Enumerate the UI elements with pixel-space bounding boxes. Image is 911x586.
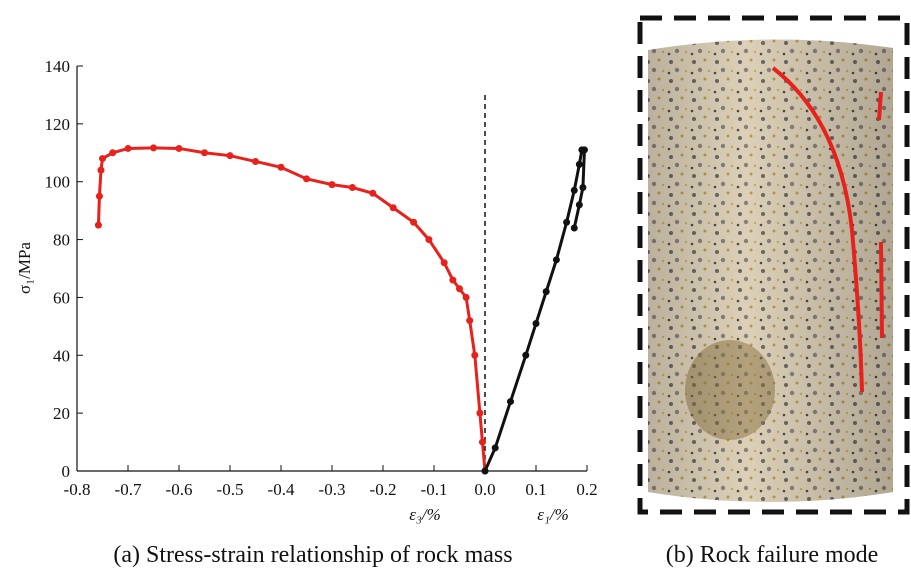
caption: (a) Stress-strain relationship of rock m… (113, 542, 512, 568)
x-tick-label: -0.4 (268, 480, 295, 499)
page: {"chart_data": {"type": "line", "ylabel"… (0, 0, 911, 586)
x-tick-label: 0.0 (474, 480, 495, 499)
data-point (571, 187, 578, 194)
caption: (b) Rock failure mode (666, 542, 879, 568)
data-point (99, 155, 106, 162)
data-point (252, 158, 259, 165)
data-point (581, 146, 588, 153)
data-point (576, 161, 583, 168)
data-point (176, 145, 183, 152)
y-tick-label: 140 (45, 57, 71, 76)
data-point (449, 277, 456, 284)
x-tick-label: -0.1 (421, 480, 448, 499)
data-point (95, 222, 102, 229)
x-axis-label: ε₃/% (409, 505, 441, 524)
data-point (201, 149, 208, 156)
data-point (482, 468, 489, 475)
x-tick-label: -0.3 (319, 480, 346, 499)
x-tick-label: -0.2 (370, 480, 397, 499)
rock-photo (640, 18, 907, 512)
y-tick-label: 0 (62, 462, 71, 481)
data-point (456, 285, 463, 292)
data-point (576, 201, 583, 208)
data-point (507, 398, 514, 405)
data-point (150, 144, 157, 151)
data-point (425, 236, 432, 243)
data-point (329, 181, 336, 188)
data-point (476, 410, 483, 417)
data-point (563, 219, 570, 226)
y-tick-label: 100 (45, 173, 71, 192)
x-tick-label: -0.6 (166, 480, 193, 499)
data-point (278, 164, 285, 171)
data-point (533, 320, 540, 327)
series-line (485, 150, 584, 471)
data-point (479, 439, 486, 446)
data-point (553, 256, 560, 263)
data-point (390, 204, 397, 211)
data-point (303, 175, 310, 182)
y-axis-label: σ₁/MPa (15, 242, 34, 294)
x-tick-label: 0.1 (525, 480, 546, 499)
data-point (579, 184, 586, 191)
data-point (441, 259, 448, 266)
data-point (410, 219, 417, 226)
y-tick-label: 60 (53, 288, 70, 307)
x-tick-label: 0.2 (576, 480, 597, 499)
data-point (463, 294, 470, 301)
data-point (227, 152, 234, 159)
data-point (471, 352, 478, 359)
data-point (543, 288, 550, 295)
y-tick-label: 120 (45, 115, 71, 134)
data-point (97, 167, 104, 174)
data-point (466, 317, 473, 324)
x-axis-label: ε₁/% (537, 505, 569, 524)
x-tick-label: -0.8 (64, 480, 91, 499)
data-point (492, 444, 499, 451)
x-tick-label: -0.5 (217, 480, 244, 499)
y-tick-label: 40 (53, 346, 70, 365)
series-line (98, 148, 485, 471)
data-point (522, 352, 529, 359)
data-point (571, 225, 578, 232)
y-tick-label: 20 (53, 404, 70, 423)
x-tick-label: -0.7 (115, 480, 142, 499)
data-point (96, 193, 103, 200)
data-point (109, 149, 116, 156)
data-point (125, 145, 132, 152)
data-point (369, 190, 376, 197)
y-tick-label: 80 (53, 231, 70, 250)
figure: (a) Stress-strain relationship of rock m… (0, 0, 911, 581)
data-point (349, 184, 356, 191)
